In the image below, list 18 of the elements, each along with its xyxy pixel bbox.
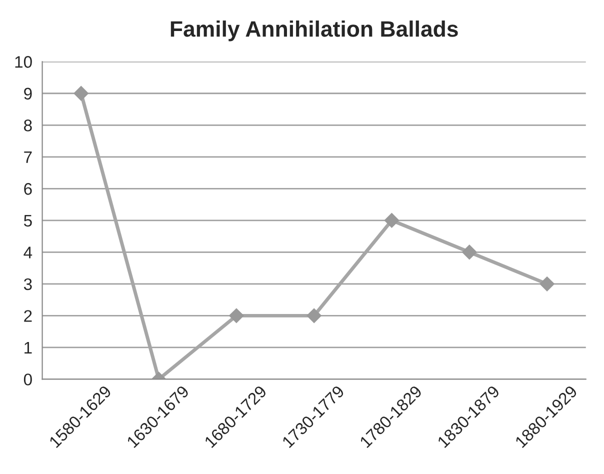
y-tick-label: 5 [24, 214, 32, 227]
point [74, 86, 89, 101]
point [540, 276, 554, 292]
y-tick-label: 8 [24, 120, 32, 132]
y-tick-label: 2 [24, 310, 32, 322]
point [229, 308, 244, 324]
y-tick-label: 0 [24, 374, 32, 386]
y-tick-label: 3 [24, 278, 32, 290]
y-tick-label: 1 [24, 342, 32, 354]
y-tick-label: 9 [24, 88, 32, 100]
chart-title: Family Annihilation Ballads [170, 20, 458, 42]
y-tick-label: 6 [24, 183, 32, 195]
point [384, 213, 400, 228]
y-tick-label: 10 [15, 56, 32, 68]
point [462, 244, 477, 260]
y-tick-label: 7 [24, 151, 32, 163]
point [306, 308, 322, 324]
y-tick-label: 4 [24, 246, 32, 258]
